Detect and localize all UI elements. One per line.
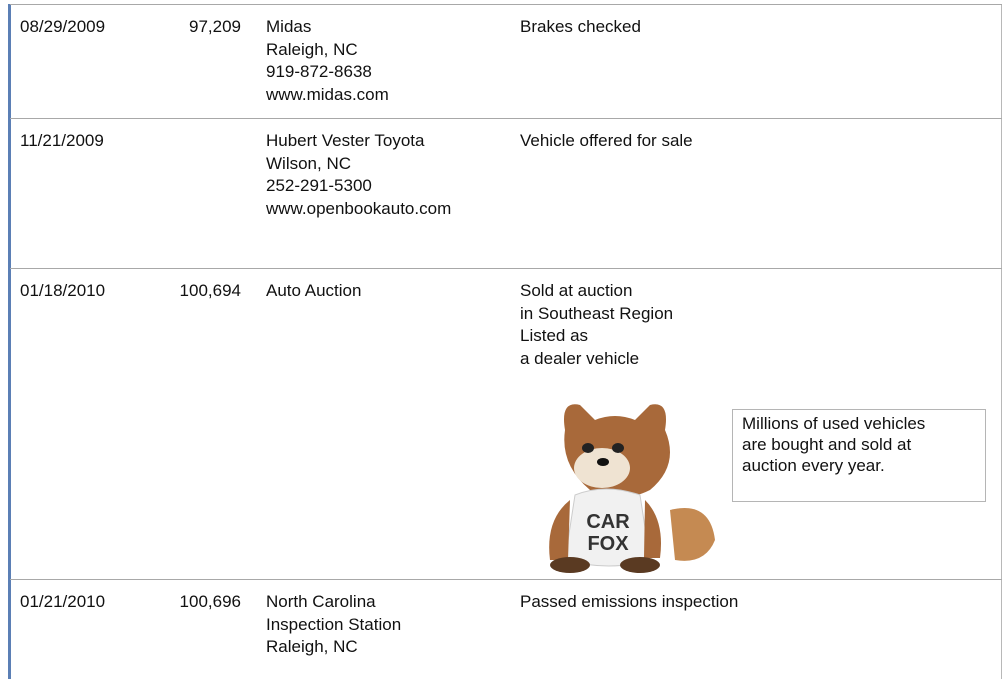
source-line: Midas — [266, 17, 311, 37]
comment-line: Passed emissions inspection — [520, 592, 738, 612]
callout-text: Millions of used vehicles — [742, 414, 925, 434]
right-border — [1001, 4, 1002, 679]
comment-line: Vehicle offered for sale — [520, 131, 693, 151]
comment-line: in Southeast Region — [520, 304, 673, 324]
source-line: Auto Auction — [266, 281, 361, 301]
comment-line: a dealer vehicle — [520, 349, 639, 369]
source-line: www.midas.com — [266, 85, 389, 105]
comment-line: Sold at auction — [520, 281, 632, 301]
source-line: Raleigh, NC — [266, 637, 358, 657]
source-line: Wilson, NC — [266, 154, 351, 174]
mileage: 100,696 — [180, 592, 241, 612]
mascot: CAR FOX — [540, 400, 720, 575]
callout-text: auction every year. — [742, 456, 885, 476]
source-line: Inspection Station — [266, 615, 401, 635]
date: 01/18/2010 — [20, 281, 105, 301]
page: CAR FOX 08/29/2009 97,209 Midas Raleigh, NC… — [0, 0, 1005, 679]
source-line: North Carolina — [266, 592, 376, 612]
row-divider — [10, 268, 1002, 269]
row-divider — [10, 4, 1002, 5]
row-divider — [10, 579, 1002, 580]
shirt-text: FOX — [587, 533, 629, 555]
source-line: Hubert Vester Toyota — [266, 131, 424, 151]
source-line: 252-291-5300 — [266, 176, 372, 196]
date: 01/21/2010 — [20, 592, 105, 612]
source-line: www.openbookauto.com — [266, 199, 451, 219]
row-divider — [10, 118, 1002, 119]
source-line: 919-872-8638 — [266, 62, 372, 82]
date: 08/29/2009 — [20, 17, 105, 37]
source-line: Raleigh, NC — [266, 40, 358, 60]
date: 11/21/2009 — [20, 131, 104, 151]
mileage: 97,209 — [189, 17, 241, 37]
mileage: 100,694 — [180, 281, 241, 301]
callout-text: are bought and sold at — [742, 435, 911, 455]
left-border — [8, 4, 11, 679]
shirt-text: CAR — [586, 511, 630, 533]
comment-line: Listed as — [520, 326, 588, 346]
comment-line: Brakes checked — [520, 17, 641, 37]
